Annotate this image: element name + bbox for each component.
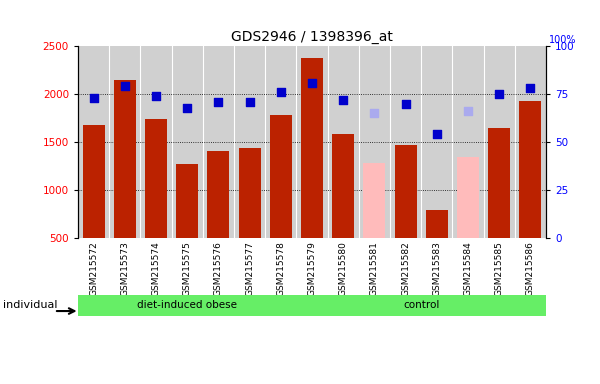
Point	[370, 110, 379, 116]
Bar	[145, 119, 167, 238]
Text: GSM215575: GSM215575	[182, 241, 192, 296]
Bar	[359, 46, 390, 238]
Bar	[515, 46, 546, 238]
Point	[89, 95, 98, 101]
FancyBboxPatch shape	[296, 295, 546, 316]
Point	[245, 99, 254, 105]
Text: GSM215580: GSM215580	[338, 241, 348, 296]
Text: GSM215582: GSM215582	[401, 241, 410, 296]
Text: GSM215585: GSM215585	[494, 241, 503, 296]
Bar	[395, 145, 416, 238]
Point	[494, 91, 504, 97]
Point	[526, 85, 535, 91]
Point	[151, 93, 161, 99]
Bar	[488, 127, 510, 238]
Bar	[452, 46, 484, 238]
Bar	[114, 79, 136, 238]
Bar	[234, 46, 265, 238]
Bar	[364, 163, 385, 238]
Text: GSM215576: GSM215576	[214, 241, 223, 296]
Title: GDS2946 / 1398396_at: GDS2946 / 1398396_at	[231, 30, 393, 44]
Text: diet-induced obese: diet-induced obese	[137, 300, 237, 310]
Text: 100%: 100%	[549, 35, 576, 45]
Bar	[426, 210, 448, 238]
Text: individual: individual	[3, 300, 58, 310]
Point	[214, 99, 223, 105]
Text: GSM215581: GSM215581	[370, 241, 379, 296]
Bar	[208, 151, 229, 238]
Bar	[270, 115, 292, 238]
Point	[432, 131, 442, 137]
Point	[276, 89, 286, 95]
Bar	[140, 46, 172, 238]
Bar	[390, 46, 421, 238]
Bar	[484, 46, 515, 238]
Bar	[172, 46, 203, 238]
Bar	[239, 148, 260, 238]
Bar	[203, 46, 234, 238]
Point	[307, 79, 317, 86]
Bar	[328, 46, 359, 238]
Bar	[421, 46, 452, 238]
Text: GSM215584: GSM215584	[464, 241, 473, 296]
Text: GSM215577: GSM215577	[245, 241, 254, 296]
Bar	[520, 101, 541, 238]
Text: GSM215579: GSM215579	[308, 241, 317, 296]
Text: control: control	[403, 300, 439, 310]
Text: GSM215574: GSM215574	[151, 241, 161, 296]
Bar	[109, 46, 140, 238]
Bar	[296, 46, 328, 238]
Text: GSM215573: GSM215573	[120, 241, 130, 296]
Point	[182, 104, 192, 111]
Bar	[457, 157, 479, 238]
Text: GSM215578: GSM215578	[276, 241, 286, 296]
Text: GSM215572: GSM215572	[89, 241, 98, 296]
Bar	[332, 134, 354, 238]
Text: GSM215583: GSM215583	[432, 241, 441, 296]
Bar	[78, 46, 109, 238]
Text: GSM215586: GSM215586	[526, 241, 535, 296]
Bar	[301, 58, 323, 238]
Bar	[176, 164, 198, 238]
Bar	[83, 125, 104, 238]
Point	[338, 97, 348, 103]
Bar	[265, 46, 296, 238]
FancyBboxPatch shape	[78, 295, 296, 316]
Point	[120, 83, 130, 89]
Point	[463, 108, 473, 114]
Point	[401, 101, 410, 107]
